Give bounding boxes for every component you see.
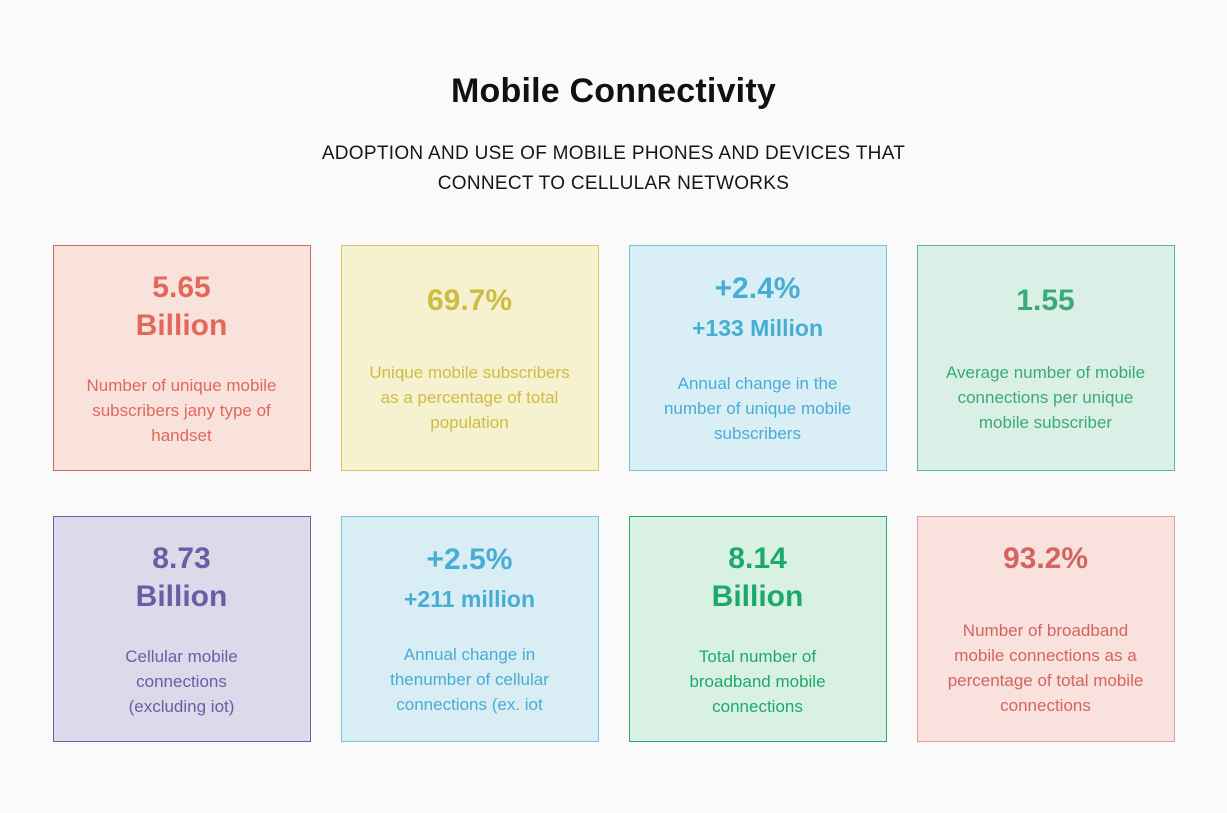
stat-card-broadband-connections: 8.14 Billion Total number of broadband mo…	[628, 516, 887, 742]
stat-value: 93.2%	[1002, 542, 1089, 575]
stat-card-connections-per-subscriber: 1.55 Average number of mobile connection…	[916, 245, 1175, 471]
stat-card-subscriber-penetration: 69.7% Unique mobile subscribers as a per…	[340, 245, 599, 471]
stat-values: 8.73 Billion	[136, 540, 228, 616]
stat-value: Billion	[711, 579, 804, 613]
stat-value: Billion	[135, 579, 228, 613]
stat-description: Annual change in thenumber of cellular c…	[390, 645, 549, 714]
stat-value: 8.73	[152, 541, 211, 575]
stat-description: Number of unique mobile subscribers jany…	[86, 375, 277, 445]
stat-value: 8.14	[728, 541, 787, 575]
stat-description: Total number of broadband mobile connect…	[689, 646, 826, 716]
stat-values: +2.5% +211 million	[404, 541, 535, 614]
stat-value: 1.55	[1016, 283, 1075, 317]
stat-values: 8.14 Billion	[712, 540, 804, 616]
stat-values: +2.4% +133 Million	[692, 270, 823, 343]
stat-values: 93.2%	[1003, 540, 1088, 578]
stat-card-broadband-share: 93.2% Number of broadband mobile connect…	[916, 516, 1175, 742]
stat-values: 1.55	[1016, 282, 1074, 320]
stat-card-subscriber-growth: +2.4% +133 Million Annual change in the n…	[628, 245, 887, 471]
stat-description: Number of broadband mobile connections a…	[947, 621, 1144, 715]
stat-value: 69.7%	[426, 283, 513, 317]
stats-grid: 5.65 Billion Number of unique mobile subs…	[52, 245, 1175, 742]
stat-values: 69.7%	[427, 282, 512, 320]
stat-value: Billion	[135, 308, 228, 342]
stat-value: +2.5%	[426, 543, 513, 576]
stat-description: Unique mobile subscribers as a percentag…	[369, 362, 570, 432]
stat-card-cellular-connections: 8.73 Billion Cellular mobile connections …	[52, 516, 311, 742]
stat-card-connection-growth: +2.5% +211 million Annual change in thenu…	[340, 516, 599, 742]
stat-description: Annual change in the number of unique mo…	[663, 374, 852, 443]
page-subtitle: ADOPTION AND USE OF MOBILE PHONES AND DE…	[321, 143, 906, 194]
stat-description: Cellular mobile connections (excluding i…	[125, 646, 238, 716]
stat-value: +211 million	[403, 586, 536, 612]
stat-value: +133 Million	[691, 315, 823, 341]
stat-value: +2.4%	[714, 272, 801, 305]
stat-values: 5.65 Billion	[136, 269, 228, 345]
stat-description: Average number of mobile connections per…	[945, 362, 1146, 432]
stat-value: 5.65	[152, 270, 211, 304]
stat-card-unique-subscribers: 5.65 Billion Number of unique mobile subs…	[52, 245, 311, 471]
page-title: Mobile Connectivity	[451, 72, 776, 110]
